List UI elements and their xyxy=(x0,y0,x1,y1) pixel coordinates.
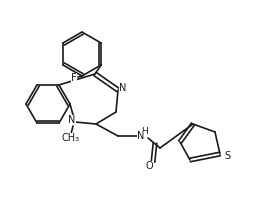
Text: N: N xyxy=(68,115,76,125)
Text: F: F xyxy=(71,73,77,83)
Text: N: N xyxy=(119,83,127,93)
Text: O: O xyxy=(145,161,153,171)
Text: N: N xyxy=(137,131,145,141)
Text: H: H xyxy=(141,127,147,135)
Text: S: S xyxy=(224,151,230,161)
Text: CH₃: CH₃ xyxy=(62,133,80,143)
